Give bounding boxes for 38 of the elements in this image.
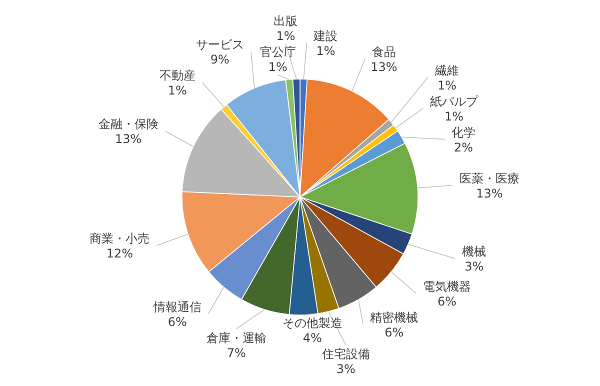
slice-label: 倉庫・運輸 [206, 330, 266, 345]
slice-label: 化学 [452, 125, 476, 140]
slice-label: 金融・保険 [98, 117, 158, 132]
slice-label: 精密機械 [370, 310, 418, 324]
slice-label: 食品 [372, 44, 396, 59]
slice-label: 医薬・医療 [459, 171, 520, 186]
data-label: 2% [454, 140, 474, 154]
slice-label: 紙パルプ [430, 94, 480, 108]
slice-label: 出版 [274, 14, 298, 28]
data-label: 1% [276, 28, 296, 43]
data-label: 1% [168, 84, 187, 98]
data-label: 6% [384, 325, 404, 340]
data-label: 6% [168, 314, 187, 329]
data-label: 7% [226, 346, 246, 360]
data-label: 3% [464, 260, 484, 274]
data-label: 4% [302, 331, 322, 345]
slice-label: 商業・小売 [90, 231, 150, 246]
slice-label: 繊維 [434, 63, 459, 78]
data-label: 13% [370, 60, 398, 74]
data-label: 6% [437, 294, 457, 308]
data-label: 13% [476, 186, 503, 200]
slice-label: 建設 [312, 29, 338, 44]
slice-label: 電気機器 [422, 279, 471, 294]
data-label: 1% [316, 44, 336, 58]
slice-label: 機械 [462, 244, 486, 259]
slice-label: その他製造 [282, 316, 342, 330]
data-label: 1% [437, 78, 457, 92]
data-label: 9% [210, 52, 230, 67]
slice-label: 不動産 [159, 68, 196, 83]
slice-label: 官公庁 [260, 44, 296, 59]
slice-label: 住宅設備 [320, 347, 370, 361]
data-label: 1% [444, 109, 464, 124]
data-label: 12% [106, 246, 133, 260]
data-label: 3% [336, 362, 356, 376]
data-label: 1% [268, 60, 288, 74]
slice-label: サービス [196, 38, 244, 52]
slice-label: 情報通信 [152, 300, 202, 314]
data-label: 13% [114, 132, 142, 146]
